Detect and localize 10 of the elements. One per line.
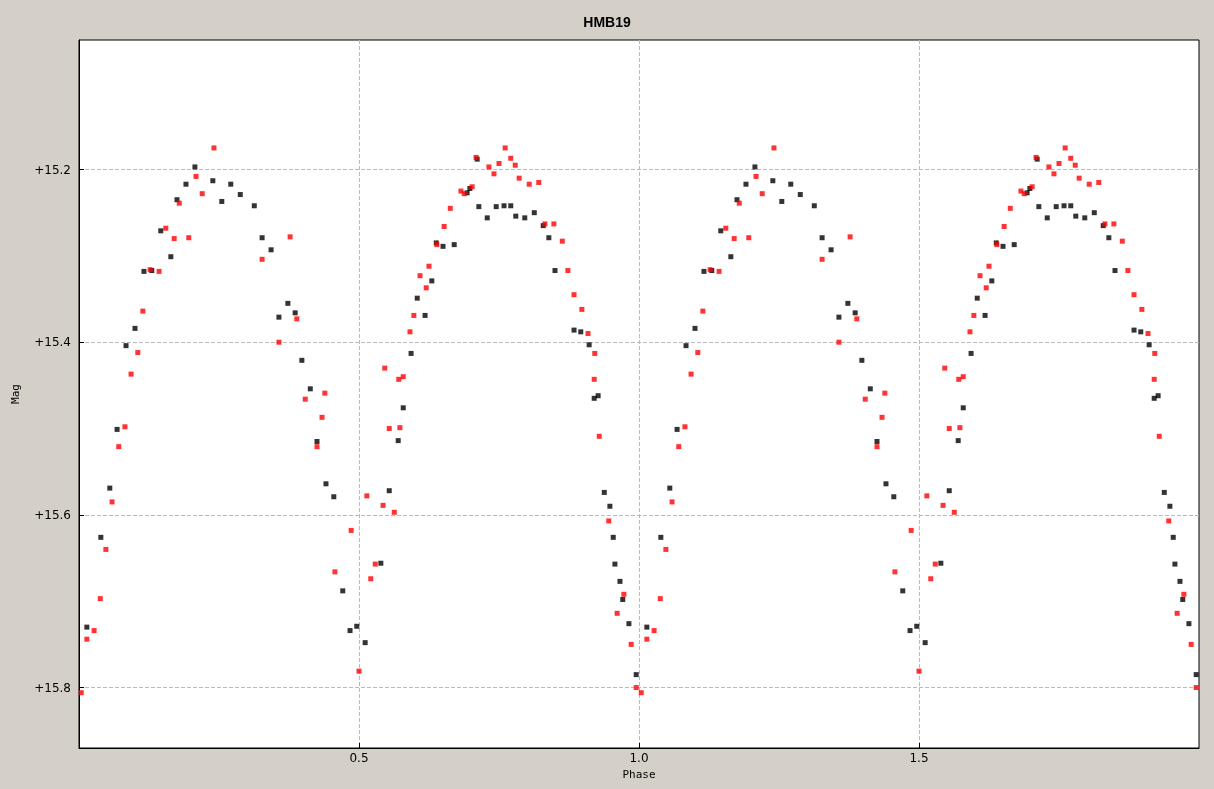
y-tick-label: +15.2 bbox=[34, 162, 71, 177]
y-axis-title: Mag bbox=[9, 384, 22, 404]
x-tick-label: 1.5 bbox=[909, 751, 929, 765]
x-tick-label: 1.0 bbox=[629, 751, 649, 765]
y-tick-label: +15.4 bbox=[34, 335, 71, 350]
x-tick-label: 0.5 bbox=[349, 751, 369, 765]
x-axis-title: Phase bbox=[622, 767, 656, 781]
y-tick-label: +15.6 bbox=[34, 507, 71, 522]
chart-title: HMB19 bbox=[583, 14, 631, 30]
y-tick-label: +15.8 bbox=[34, 680, 71, 695]
